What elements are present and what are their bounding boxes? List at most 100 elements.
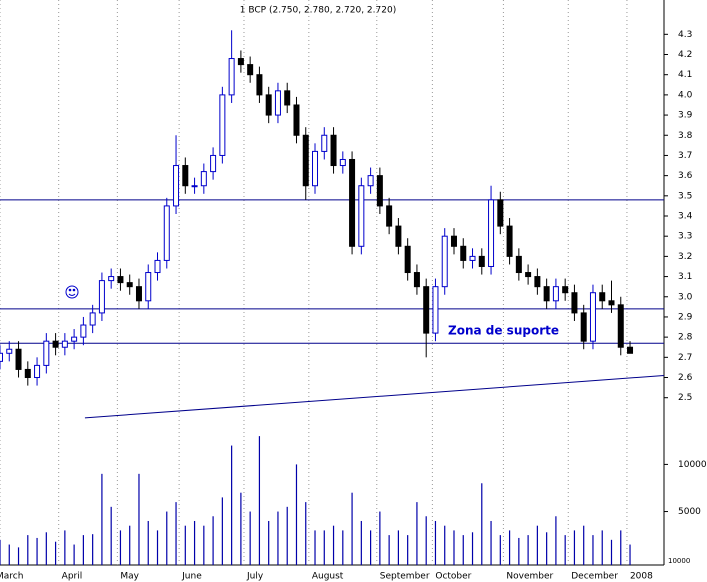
candle-body xyxy=(80,324,87,338)
volume-bar xyxy=(119,530,122,565)
volume-bar xyxy=(425,516,427,565)
volume-bar xyxy=(527,535,529,565)
candle-body xyxy=(265,94,272,116)
volume-bar xyxy=(620,530,622,565)
candle-body xyxy=(256,74,263,96)
candle-body xyxy=(469,255,476,261)
volume-bar xyxy=(351,492,353,565)
candle-body xyxy=(358,185,365,247)
candle-body xyxy=(293,104,300,136)
candle-body xyxy=(163,205,170,261)
candle-body xyxy=(450,235,457,247)
x-tick-label: 2008 xyxy=(630,572,653,582)
volume-bar xyxy=(434,520,437,565)
volume-bar xyxy=(110,506,112,565)
x-tick-label: August xyxy=(312,572,344,582)
candle-body xyxy=(6,348,13,354)
volume-bar xyxy=(129,525,131,565)
candle-body xyxy=(89,312,96,326)
x-tick-label: July xyxy=(246,572,264,582)
volume-bar xyxy=(175,502,177,565)
volume-bar xyxy=(156,530,159,565)
x-tick-label: June xyxy=(181,572,202,582)
volume-bar xyxy=(166,511,168,565)
volume-bar xyxy=(295,464,298,565)
volume-bar xyxy=(573,530,576,565)
volume-bar xyxy=(8,544,10,565)
volume-bar xyxy=(138,473,140,565)
volume-bar xyxy=(471,532,474,565)
x-tick-label: April xyxy=(62,572,83,582)
candle-body xyxy=(228,58,235,96)
y-tick-label: 2.7 xyxy=(678,353,692,363)
y-tick-label: 3.7 xyxy=(678,151,692,161)
volume-bar xyxy=(314,530,316,565)
candle-body xyxy=(117,276,124,284)
candle-body xyxy=(599,292,606,302)
candle-body xyxy=(302,134,309,187)
y-tick-label: 3.1 xyxy=(678,272,692,282)
volume-bar xyxy=(332,525,335,565)
x-tick-label: December xyxy=(571,572,618,582)
volume-bar xyxy=(407,535,409,565)
volume-bar xyxy=(92,534,94,565)
candle-body xyxy=(284,90,291,106)
candle-body xyxy=(173,165,180,207)
candle-body xyxy=(126,282,133,288)
y-tick-label: 2.6 xyxy=(678,373,693,383)
volume-bar xyxy=(342,530,344,565)
x-tick-label: May xyxy=(120,572,139,582)
candle-body xyxy=(154,259,161,274)
annotation: Zona de suporte xyxy=(448,324,559,338)
volume-bar xyxy=(268,520,270,565)
volume-bar xyxy=(305,502,307,565)
volume-bar xyxy=(601,530,603,565)
volume-bar xyxy=(379,511,381,565)
candle-body xyxy=(589,292,596,342)
candle-body xyxy=(376,175,383,207)
volume-bar xyxy=(518,537,520,565)
candle-body xyxy=(571,292,578,314)
volume-bar xyxy=(221,497,223,565)
candle-body xyxy=(61,340,68,348)
candle-body xyxy=(460,245,467,261)
candle-body xyxy=(478,255,485,267)
candle-body xyxy=(312,150,319,187)
candle-body xyxy=(562,286,569,294)
candle-body xyxy=(543,286,550,302)
volume-bar xyxy=(610,539,613,565)
candle-body xyxy=(349,158,356,247)
y-tick-label: 3.6 xyxy=(678,171,693,181)
y-tick-label: 3.2 xyxy=(678,252,692,262)
volume-bar xyxy=(147,520,149,565)
trend-line xyxy=(84,374,665,419)
candle-body xyxy=(191,185,198,188)
candle-body xyxy=(34,364,41,379)
candle-body xyxy=(52,340,59,348)
y-tick-label: 4.1 xyxy=(678,70,692,80)
candle-body xyxy=(525,272,532,278)
y2-tick-label: 5000 xyxy=(678,507,701,517)
chart-title: 1 BCP (2.750, 2.780, 2.720, 2.720) xyxy=(240,6,396,16)
volume-bar xyxy=(193,520,196,565)
candle-body xyxy=(413,272,420,288)
volume-bar xyxy=(564,535,566,565)
volume-bar xyxy=(388,535,390,565)
candle-body xyxy=(43,340,50,366)
volume-bar xyxy=(490,520,492,565)
candle-body xyxy=(108,276,115,282)
y-tick-label: 2.9 xyxy=(678,312,693,322)
volume-bar xyxy=(82,535,84,565)
volume-bar xyxy=(536,525,538,565)
y-tick-label: 4.0 xyxy=(678,90,693,100)
volume-bar xyxy=(101,473,103,565)
candle-body xyxy=(432,286,439,334)
volume-bar xyxy=(546,532,548,565)
volume-bar xyxy=(508,530,511,565)
candle-body xyxy=(608,300,615,306)
candle-body xyxy=(441,235,448,288)
candle-body xyxy=(135,286,142,302)
candle-body xyxy=(15,348,22,370)
y-tick-label: 3.4 xyxy=(678,212,693,222)
